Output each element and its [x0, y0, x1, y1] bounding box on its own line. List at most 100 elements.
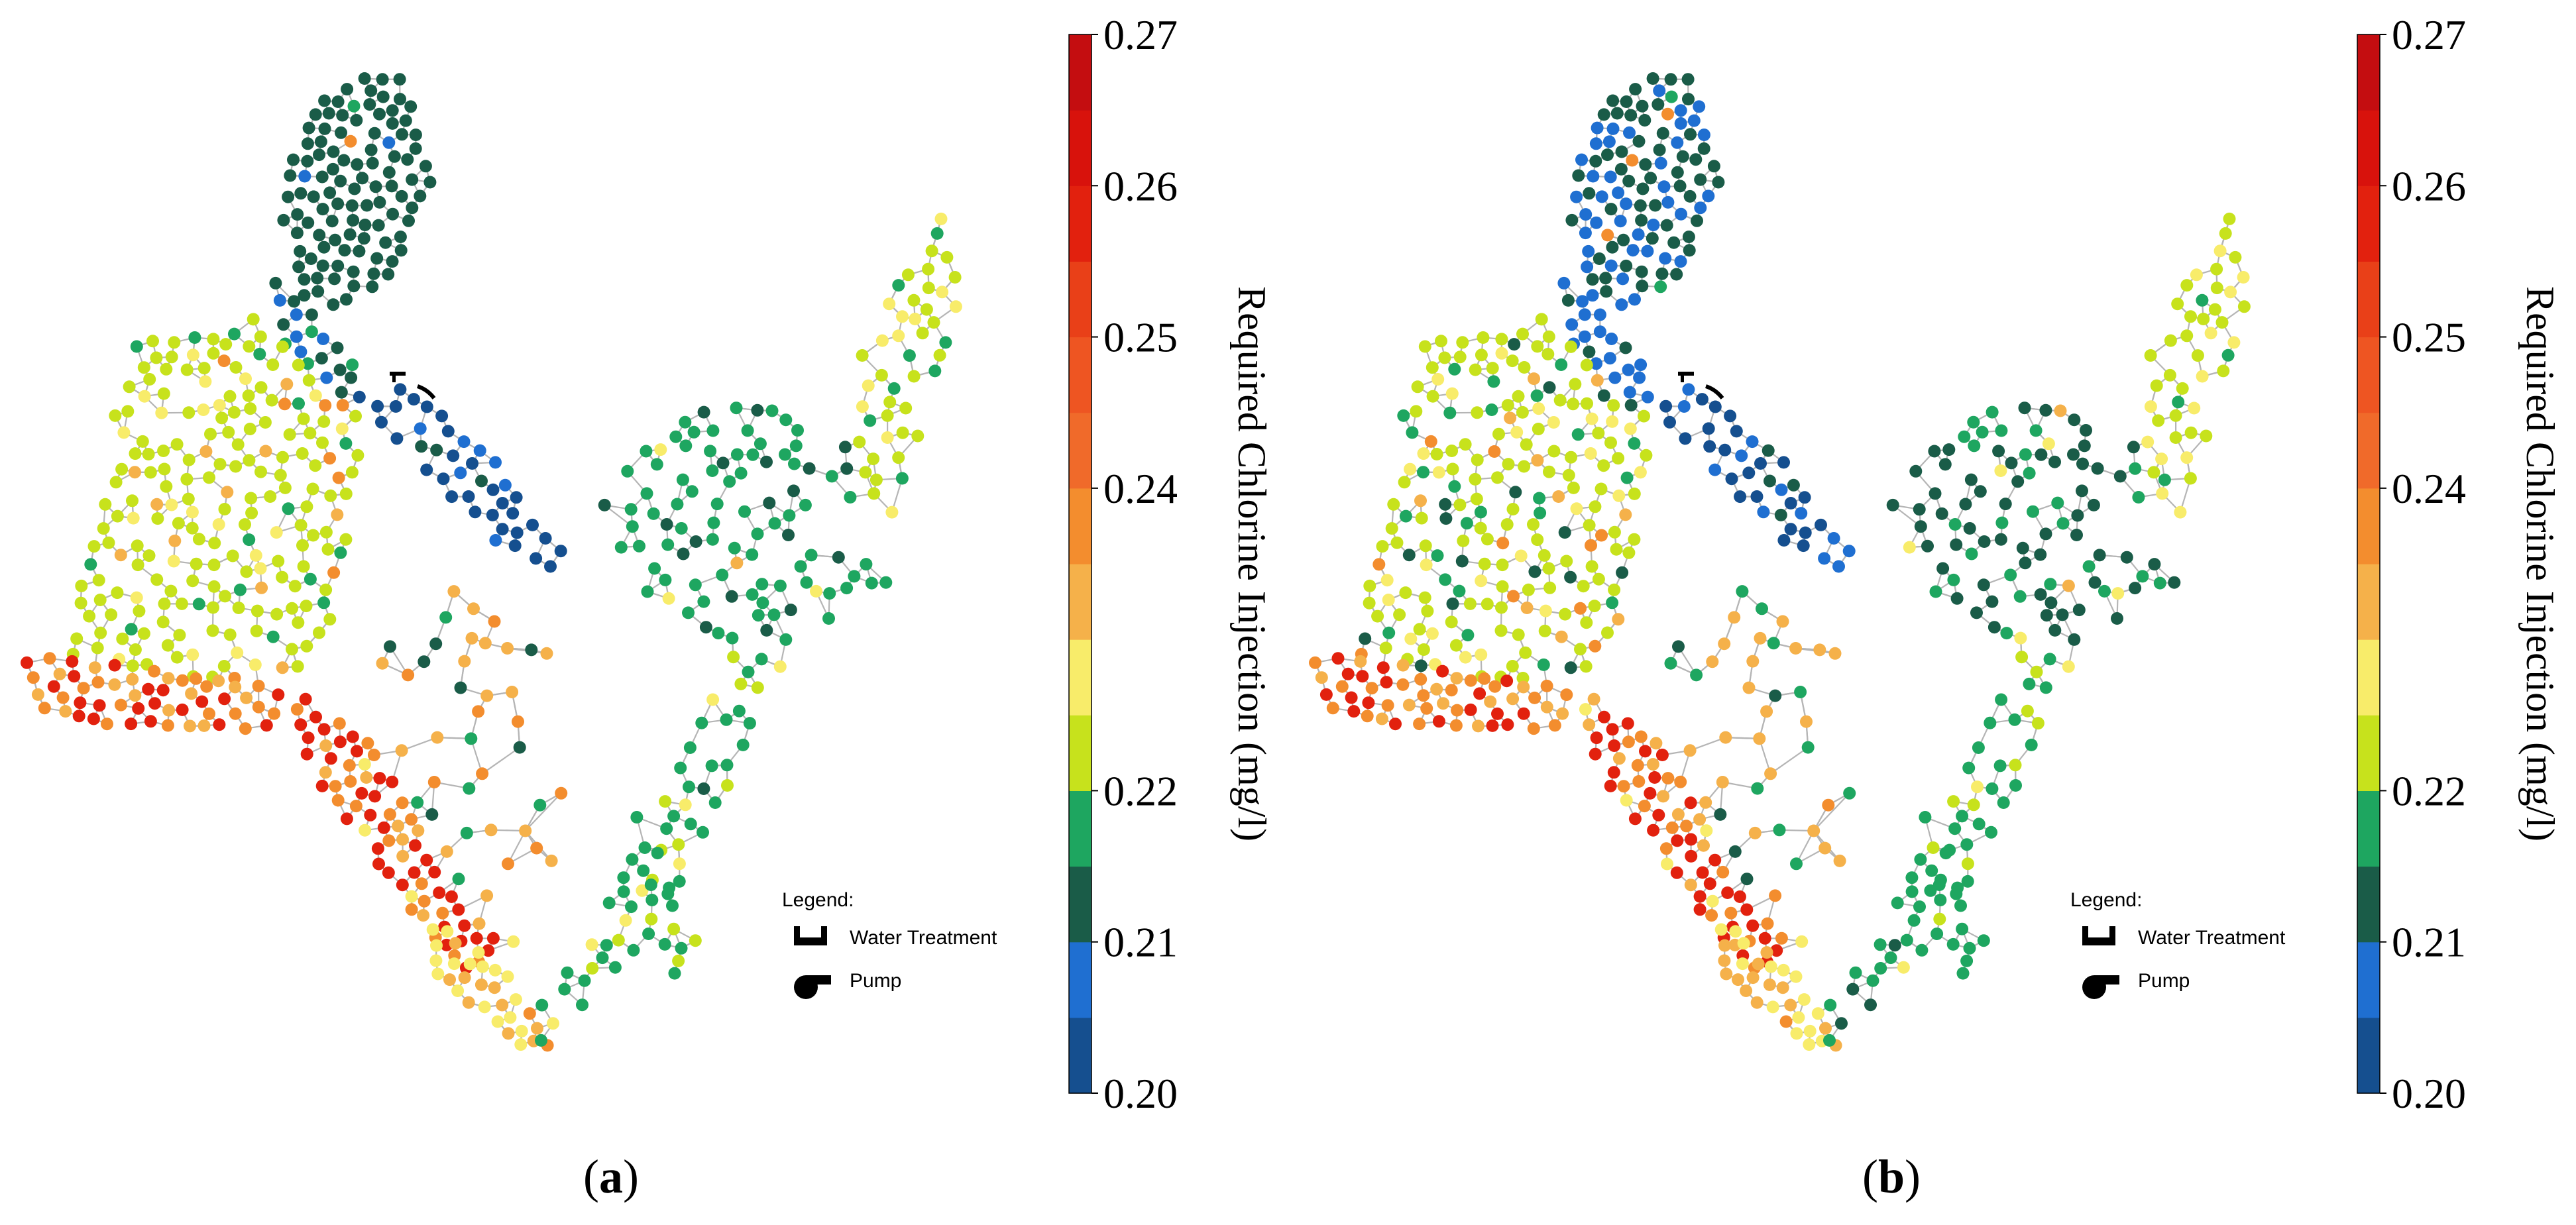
junction-node: [395, 189, 408, 203]
junction-node: [672, 838, 685, 851]
junction-node: [161, 639, 174, 652]
junction-node: [2048, 455, 2061, 468]
junction-node: [315, 170, 329, 184]
junction-node: [1414, 659, 1428, 672]
junction-node: [388, 150, 401, 163]
junction-node: [627, 943, 640, 957]
junction-node: [523, 1007, 536, 1020]
junction-node: [1552, 490, 1565, 503]
junction-node: [180, 472, 194, 486]
junction-node: [626, 520, 639, 533]
junction-node: [1414, 672, 1428, 686]
junction-node: [190, 557, 203, 570]
junction-node: [254, 381, 268, 394]
junction-node: [948, 271, 962, 284]
junction-node: [2039, 403, 2052, 417]
junction-node: [2120, 551, 2133, 564]
junction-node: [1835, 1017, 1848, 1030]
junction-node: [1638, 114, 1652, 127]
junction-node: [1387, 498, 1400, 511]
junction-node: [160, 362, 173, 376]
pump-marker: [1705, 384, 1724, 399]
junction-node: [2009, 779, 2022, 792]
junction-node: [2019, 557, 2032, 570]
junction-node: [331, 259, 345, 272]
junction-node: [885, 506, 899, 519]
junction-node: [99, 498, 112, 511]
junction-node: [1874, 962, 1887, 975]
junction-node: [666, 899, 679, 912]
junction-node: [47, 680, 60, 693]
junction-node: [1535, 313, 1548, 326]
junction-node: [1649, 199, 1662, 212]
junction-node: [94, 626, 107, 639]
junction-node: [1737, 937, 1750, 950]
junction-node: [436, 906, 449, 920]
junction-node: [671, 498, 684, 511]
junction-node: [754, 437, 767, 451]
junction-node: [373, 772, 386, 785]
junction-node: [1919, 811, 1932, 824]
junction-node: [440, 845, 453, 858]
junction-node: [245, 492, 258, 505]
junction-node: [1927, 841, 1940, 854]
junction-node: [144, 466, 157, 479]
junction-node: [1588, 600, 1601, 613]
junction-node: [773, 579, 787, 592]
junction-node: [254, 465, 267, 478]
junction-node: [936, 286, 949, 299]
junction-node: [240, 691, 253, 704]
junction-node: [1779, 1015, 1793, 1028]
junction-node: [2030, 665, 2043, 678]
junction-node: [2021, 704, 2034, 718]
junction-node: [630, 811, 644, 824]
junction-node: [2221, 348, 2235, 362]
junction-node: [1653, 143, 1666, 156]
junction-node: [2158, 473, 2171, 486]
junction-node: [1967, 798, 1980, 812]
colorbar-band: [1069, 866, 1092, 943]
junction-node: [1564, 661, 1577, 674]
junction-node: [309, 389, 322, 402]
junction-node: [445, 490, 459, 504]
junction-node: [382, 166, 396, 179]
junction-node: [38, 702, 51, 715]
junction-node: [441, 425, 455, 438]
junction-node: [1421, 604, 1434, 617]
colorbar-band: [1069, 564, 1092, 640]
junction-node: [358, 72, 371, 85]
junction-node: [1463, 597, 1477, 610]
junction-node: [1656, 127, 1669, 140]
junction-node: [1371, 610, 1384, 623]
junction-node: [449, 937, 462, 950]
junction-node: [1690, 668, 1703, 682]
junction-node: [2076, 457, 2089, 470]
junction-node: [1587, 692, 1600, 706]
junction-node: [133, 604, 146, 617]
colorbar-band: [1069, 186, 1092, 262]
junction-node: [1402, 549, 1416, 562]
junction-node: [1632, 228, 1645, 241]
junction-node: [162, 672, 175, 685]
junction-node: [300, 500, 313, 513]
junction-node: [1595, 190, 1608, 203]
junction-node: [488, 981, 501, 994]
pipe-edge: [401, 737, 438, 751]
junction-node: [689, 578, 702, 592]
junction-node: [292, 260, 306, 274]
junction-node: [1621, 717, 1634, 730]
junction-node: [203, 707, 215, 720]
junction-node: [368, 790, 382, 803]
junction-node: [1604, 259, 1618, 272]
junction-node: [43, 652, 56, 665]
junction-node: [317, 333, 330, 345]
junction-node: [1580, 616, 1593, 629]
junction-node: [221, 486, 234, 499]
junction-node: [242, 389, 255, 402]
junction-node: [730, 401, 743, 415]
junction-node: [167, 555, 180, 568]
junction-node: [1639, 158, 1652, 171]
junction-node: [1948, 518, 1962, 531]
junction-node: [415, 440, 428, 453]
junction-node: [673, 857, 686, 871]
